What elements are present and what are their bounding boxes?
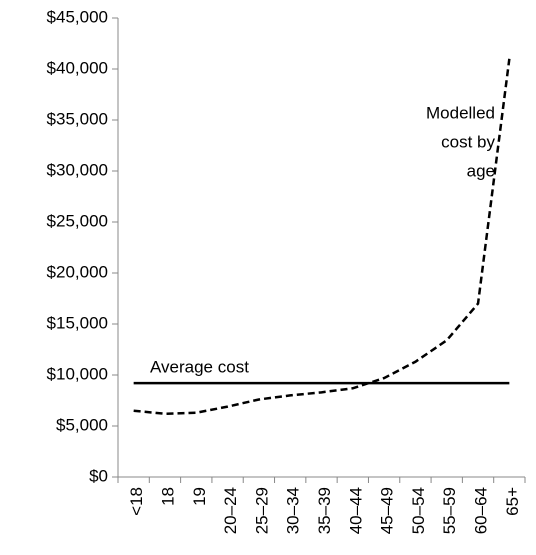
annotation: cost by xyxy=(441,132,495,151)
x-tick-label: 25–29 xyxy=(252,487,271,534)
y-tick-label: $5,000 xyxy=(56,415,108,434)
x-tick-label: 45–49 xyxy=(378,487,397,534)
annotation: age xyxy=(467,161,495,180)
x-tick-label: 65+ xyxy=(503,487,522,516)
x-tick-label: 60–64 xyxy=(472,487,491,534)
x-tick-label: 30–34 xyxy=(284,487,303,534)
y-tick-label: $15,000 xyxy=(47,313,108,332)
x-tick-label: <18 xyxy=(127,487,146,516)
y-tick-label: $20,000 xyxy=(47,262,108,281)
x-tick-label: 18 xyxy=(158,487,177,506)
x-tick-label: 50–54 xyxy=(409,487,428,534)
annotation: Modelled xyxy=(426,103,495,122)
x-tick-label: 20–24 xyxy=(221,487,240,534)
y-tick-label: $25,000 xyxy=(47,211,108,230)
y-tick-label: $40,000 xyxy=(47,58,108,77)
dashed-line xyxy=(133,58,511,416)
y-tick-label: $30,000 xyxy=(47,160,108,179)
x-tick-label: 35–39 xyxy=(315,487,334,534)
y-tick-label: $35,000 xyxy=(47,109,108,128)
legend-label: Average cost xyxy=(150,358,249,377)
x-tick-label: 40–44 xyxy=(346,487,365,534)
y-tick-label: $0 xyxy=(89,466,108,485)
y-tick-label: $45,000 xyxy=(47,7,108,26)
x-tick-label: 55–59 xyxy=(440,487,459,534)
x-tick-label: 19 xyxy=(190,487,209,506)
y-tick-label: $10,000 xyxy=(47,364,108,383)
